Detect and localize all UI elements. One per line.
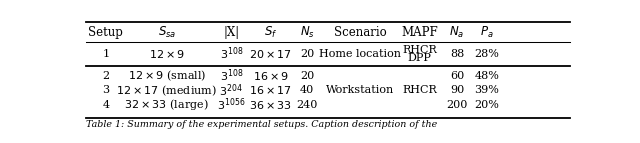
Text: 88: 88: [450, 49, 464, 59]
Text: RHCR: RHCR: [403, 45, 437, 55]
Text: 240: 240: [296, 100, 318, 110]
Text: $32 \times 33$ (large): $32 \times 33$ (large): [125, 97, 209, 112]
Text: 20: 20: [300, 49, 314, 59]
Text: Setup: Setup: [88, 25, 124, 38]
Text: $12 \times 9$: $12 \times 9$: [148, 48, 185, 60]
Text: $16 \times 17$: $16 \times 17$: [250, 84, 292, 96]
Text: RHCR: RHCR: [403, 85, 437, 95]
Text: 28%: 28%: [474, 49, 499, 59]
Text: 60: 60: [450, 71, 464, 81]
Text: Table 1: Summary of the experimental setups. Caption description of the: Table 1: Summary of the experimental set…: [86, 120, 437, 129]
Text: $16 \times 9$: $16 \times 9$: [253, 70, 289, 82]
Text: 2: 2: [102, 71, 109, 81]
Text: 200: 200: [446, 100, 468, 110]
Text: $S_{sa}$: $S_{sa}$: [157, 24, 176, 40]
Text: Scenario: Scenario: [334, 25, 387, 38]
Text: $3^{1056}$: $3^{1056}$: [217, 97, 246, 113]
Text: $12 \times 9$ (small): $12 \times 9$ (small): [127, 69, 206, 83]
Text: |X|: |X|: [223, 25, 239, 38]
Text: 20%: 20%: [474, 100, 499, 110]
Text: $P_a$: $P_a$: [480, 24, 493, 40]
Text: $S_f$: $S_f$: [264, 24, 278, 40]
Text: 39%: 39%: [474, 85, 499, 95]
Text: $3^{108}$: $3^{108}$: [220, 67, 243, 84]
Text: 48%: 48%: [474, 71, 499, 81]
Text: 20: 20: [300, 71, 314, 81]
Text: Home location: Home location: [319, 49, 401, 59]
Text: $12 \times 17$ (medium): $12 \times 17$ (medium): [116, 83, 217, 98]
Text: $N_s$: $N_s$: [300, 24, 315, 40]
Text: 1: 1: [102, 49, 109, 59]
Text: 40: 40: [300, 85, 314, 95]
Text: 3: 3: [102, 85, 109, 95]
Text: $36 \times 33$: $36 \times 33$: [250, 99, 292, 111]
Text: $N_a$: $N_a$: [449, 24, 465, 40]
Text: MAPF: MAPF: [401, 25, 438, 38]
Text: DPP: DPP: [408, 53, 432, 63]
Text: Workstation: Workstation: [326, 85, 394, 95]
Text: 4: 4: [102, 100, 109, 110]
Text: 90: 90: [450, 85, 464, 95]
Text: $3^{204}$: $3^{204}$: [220, 82, 243, 99]
Text: $3^{108}$: $3^{108}$: [220, 46, 243, 62]
Text: $20 \times 17$: $20 \times 17$: [250, 48, 292, 60]
